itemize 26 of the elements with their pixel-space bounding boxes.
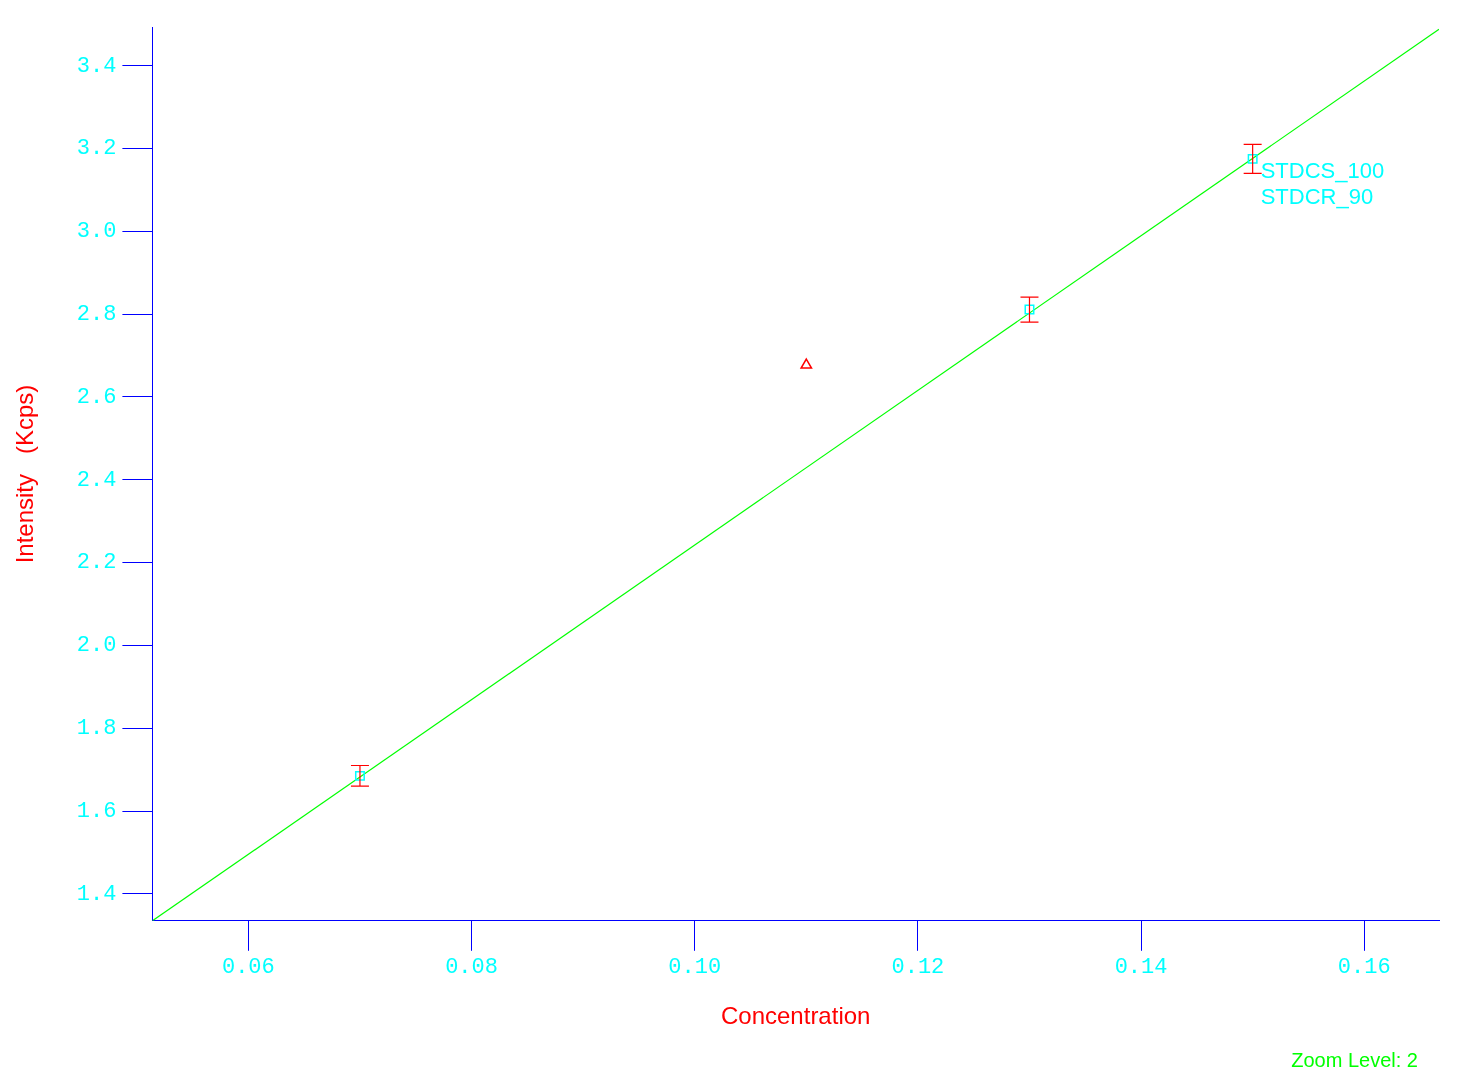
y-axis-title: Intensity (Kcps) [11,384,39,564]
point [800,358,813,369]
y-tick-label: 3.2 [76,136,117,162]
x-axis-title: Concentration [720,1002,871,1030]
y-tick-label: 1.4 [76,881,117,907]
annotation: STDCS_100 [1260,157,1385,183]
annotation: STDCR_90 [1260,183,1374,209]
x-tick-label: 0.06 [221,954,275,980]
x-tick-label: 0.16 [1337,954,1391,980]
text: Zoom Level: 2 [1291,1048,1418,1071]
y-tick-label: 2.8 [76,301,117,327]
x-tick-label: 0.14 [1114,954,1168,980]
x-tick-label: 0.12 [891,954,945,980]
y-tick-label: 2.2 [76,550,117,576]
point [1024,304,1035,315]
y-tick-label: 1.6 [76,798,117,824]
point [354,770,365,781]
x-tick-label: 0.08 [445,954,498,980]
point [1247,153,1258,164]
x-tick-label: 0.10 [668,954,722,980]
y-tick-label: 1.8 [76,716,117,742]
y-tick-label: 3.0 [76,219,117,245]
y-tick-label: 2.6 [76,384,117,410]
y-tick-label: 2.4 [76,467,117,493]
y-tick-label: 2.0 [76,633,117,659]
y-tick-label: 3.4 [76,53,117,79]
